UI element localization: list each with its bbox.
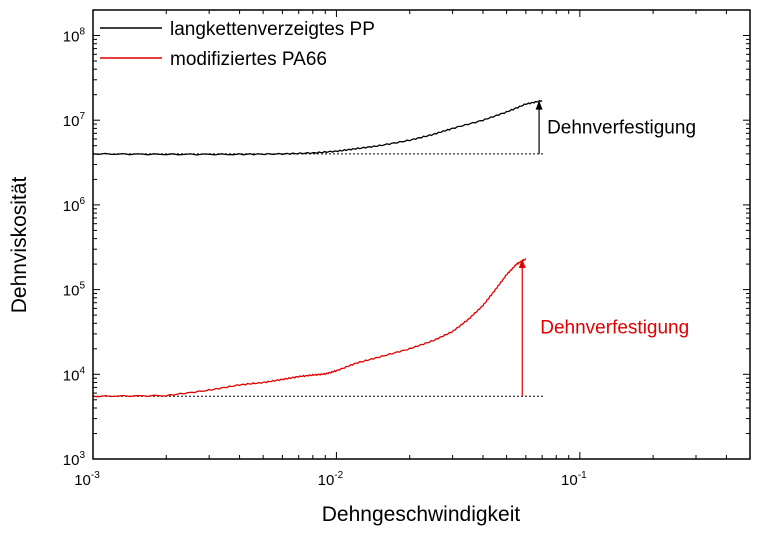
y-tick-label: 107 (63, 111, 86, 130)
x-tick-exp: -3 (91, 470, 100, 481)
y-tick-exp: 4 (79, 365, 85, 376)
x-tick-base: 10 (561, 472, 578, 489)
ref-lines (93, 153, 545, 397)
x-tick-label: 10-1 (561, 470, 587, 489)
annotation-labels: Dehnverfestigung Dehnverfestigung (540, 117, 696, 338)
x-tick-exp: -1 (578, 470, 587, 481)
y-tick-exp: 8 (79, 26, 85, 37)
x-tick-label: 10-2 (318, 470, 344, 489)
y-tick-label: 108 (63, 26, 86, 45)
series-lines (92, 99, 543, 398)
y-tick-exp: 3 (79, 450, 85, 461)
y-tick-exp: 7 (79, 111, 85, 122)
y-tick-label: 104 (63, 365, 86, 384)
y-axis-title: Dehnviskosität (8, 177, 31, 314)
y-tick-exp: 5 (79, 281, 85, 292)
y-tick-exp: 6 (79, 196, 85, 207)
y-tick-base: 10 (63, 367, 80, 384)
legend: langkettenverzeigtes PP modifiziertes PA6… (100, 19, 375, 70)
x-tick-base: 10 (318, 472, 335, 489)
annotation-label-1: Dehnverfestigung (540, 318, 689, 339)
annotation-arrows (518, 100, 543, 397)
y-tick-base: 10 (63, 113, 80, 130)
y-tick-label: 103 (63, 450, 86, 469)
x-axis-title: Dehngeschwindigkeit (322, 503, 521, 526)
y-tick-base: 10 (63, 28, 80, 45)
plot-frame (92, 9, 751, 460)
series-line-1 (92, 258, 527, 398)
x-ticks: 10-3 10-2 10-1 (74, 10, 751, 489)
y-tick-base: 10 (63, 452, 80, 469)
y-tick-base: 10 (63, 283, 80, 300)
legend-label-1: modifiziertes PA66 (170, 49, 327, 70)
x-tick-exp: -2 (334, 470, 343, 481)
y-tick-label: 105 (63, 281, 86, 300)
arrow-head-0 (535, 100, 543, 110)
series-line-0 (92, 99, 543, 156)
y-tick-base: 10 (63, 198, 80, 215)
legend-label-0: langkettenverzeigtes PP (170, 19, 375, 40)
y-tick-label: 106 (63, 196, 86, 215)
x-tick-base: 10 (74, 472, 91, 489)
arrow-head-1 (518, 258, 526, 268)
annotation-label-0: Dehnverfestigung (547, 117, 696, 138)
x-tick-label: 10-3 (74, 470, 100, 489)
